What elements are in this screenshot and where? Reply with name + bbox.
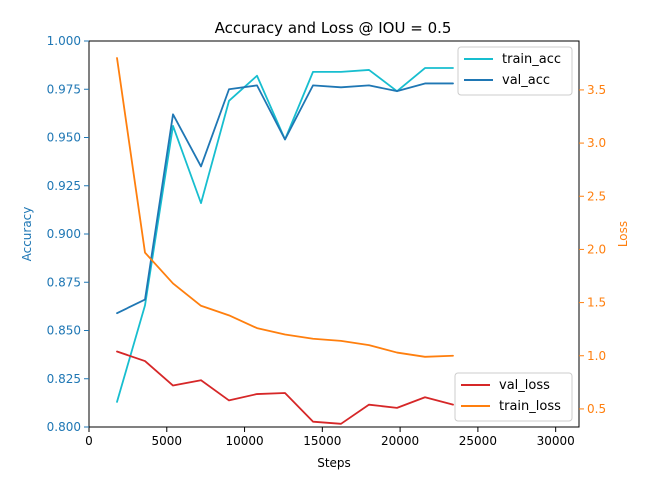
x-tick-label: 0: [85, 434, 93, 448]
y-right-tick-label: 1.0: [587, 349, 606, 363]
chart-title: Accuracy and Loss @ IOU = 0.5: [215, 19, 452, 37]
x-axis-label: Steps: [317, 456, 351, 470]
val-loss-legend-label: val_loss: [499, 378, 550, 393]
y-left-tick-label: 1.000: [47, 34, 81, 48]
train-loss-legend-label: train_loss: [499, 399, 561, 414]
x-tick-label: 10000: [225, 434, 263, 448]
y-left-tick-label: 0.900: [47, 227, 81, 241]
y-left-tick-label: 0.875: [47, 275, 81, 289]
series-layer: [116, 57, 454, 425]
y-left-axis-label: Accuracy: [20, 207, 34, 262]
y-right-tick-label: 2.0: [587, 242, 606, 256]
loss-legend: val_loss train_loss: [454, 372, 573, 422]
val-acc-legend-label: val_acc: [502, 73, 550, 88]
y-left-tick-label: 0.850: [47, 324, 81, 338]
y-right-tick-label: 2.5: [587, 189, 606, 203]
y-right-tick-label: 3.5: [587, 83, 606, 97]
x-tick-label: 30000: [537, 434, 575, 448]
accuracy-legend: train_acc val_acc: [457, 46, 573, 96]
x-tick-label: 20000: [381, 434, 419, 448]
x-tick-label: 25000: [459, 434, 497, 448]
tick-layer: 0 5000 10000 15000 20000 25000 30000 0.800 0.825…: [47, 34, 606, 448]
y-right-tick-label: 3.0: [587, 136, 606, 150]
y-right-tick-label: 1.5: [587, 296, 606, 310]
plot-area: [88, 40, 580, 428]
y-right-tick-label: 0.5: [587, 402, 606, 416]
x-tick-label: 15000: [303, 434, 341, 448]
train-acc-legend-label: train_acc: [502, 52, 561, 67]
y-left-tick-label: 0.825: [47, 372, 81, 386]
y-left-tick-label: 0.950: [47, 131, 81, 145]
y-left-tick-label: 0.800: [47, 420, 81, 434]
y-left-tick-label: 0.925: [47, 179, 81, 193]
y-right-axis-label: Loss: [616, 221, 630, 247]
x-tick-label: 5000: [152, 434, 183, 448]
y-left-tick-label: 0.975: [47, 82, 81, 96]
